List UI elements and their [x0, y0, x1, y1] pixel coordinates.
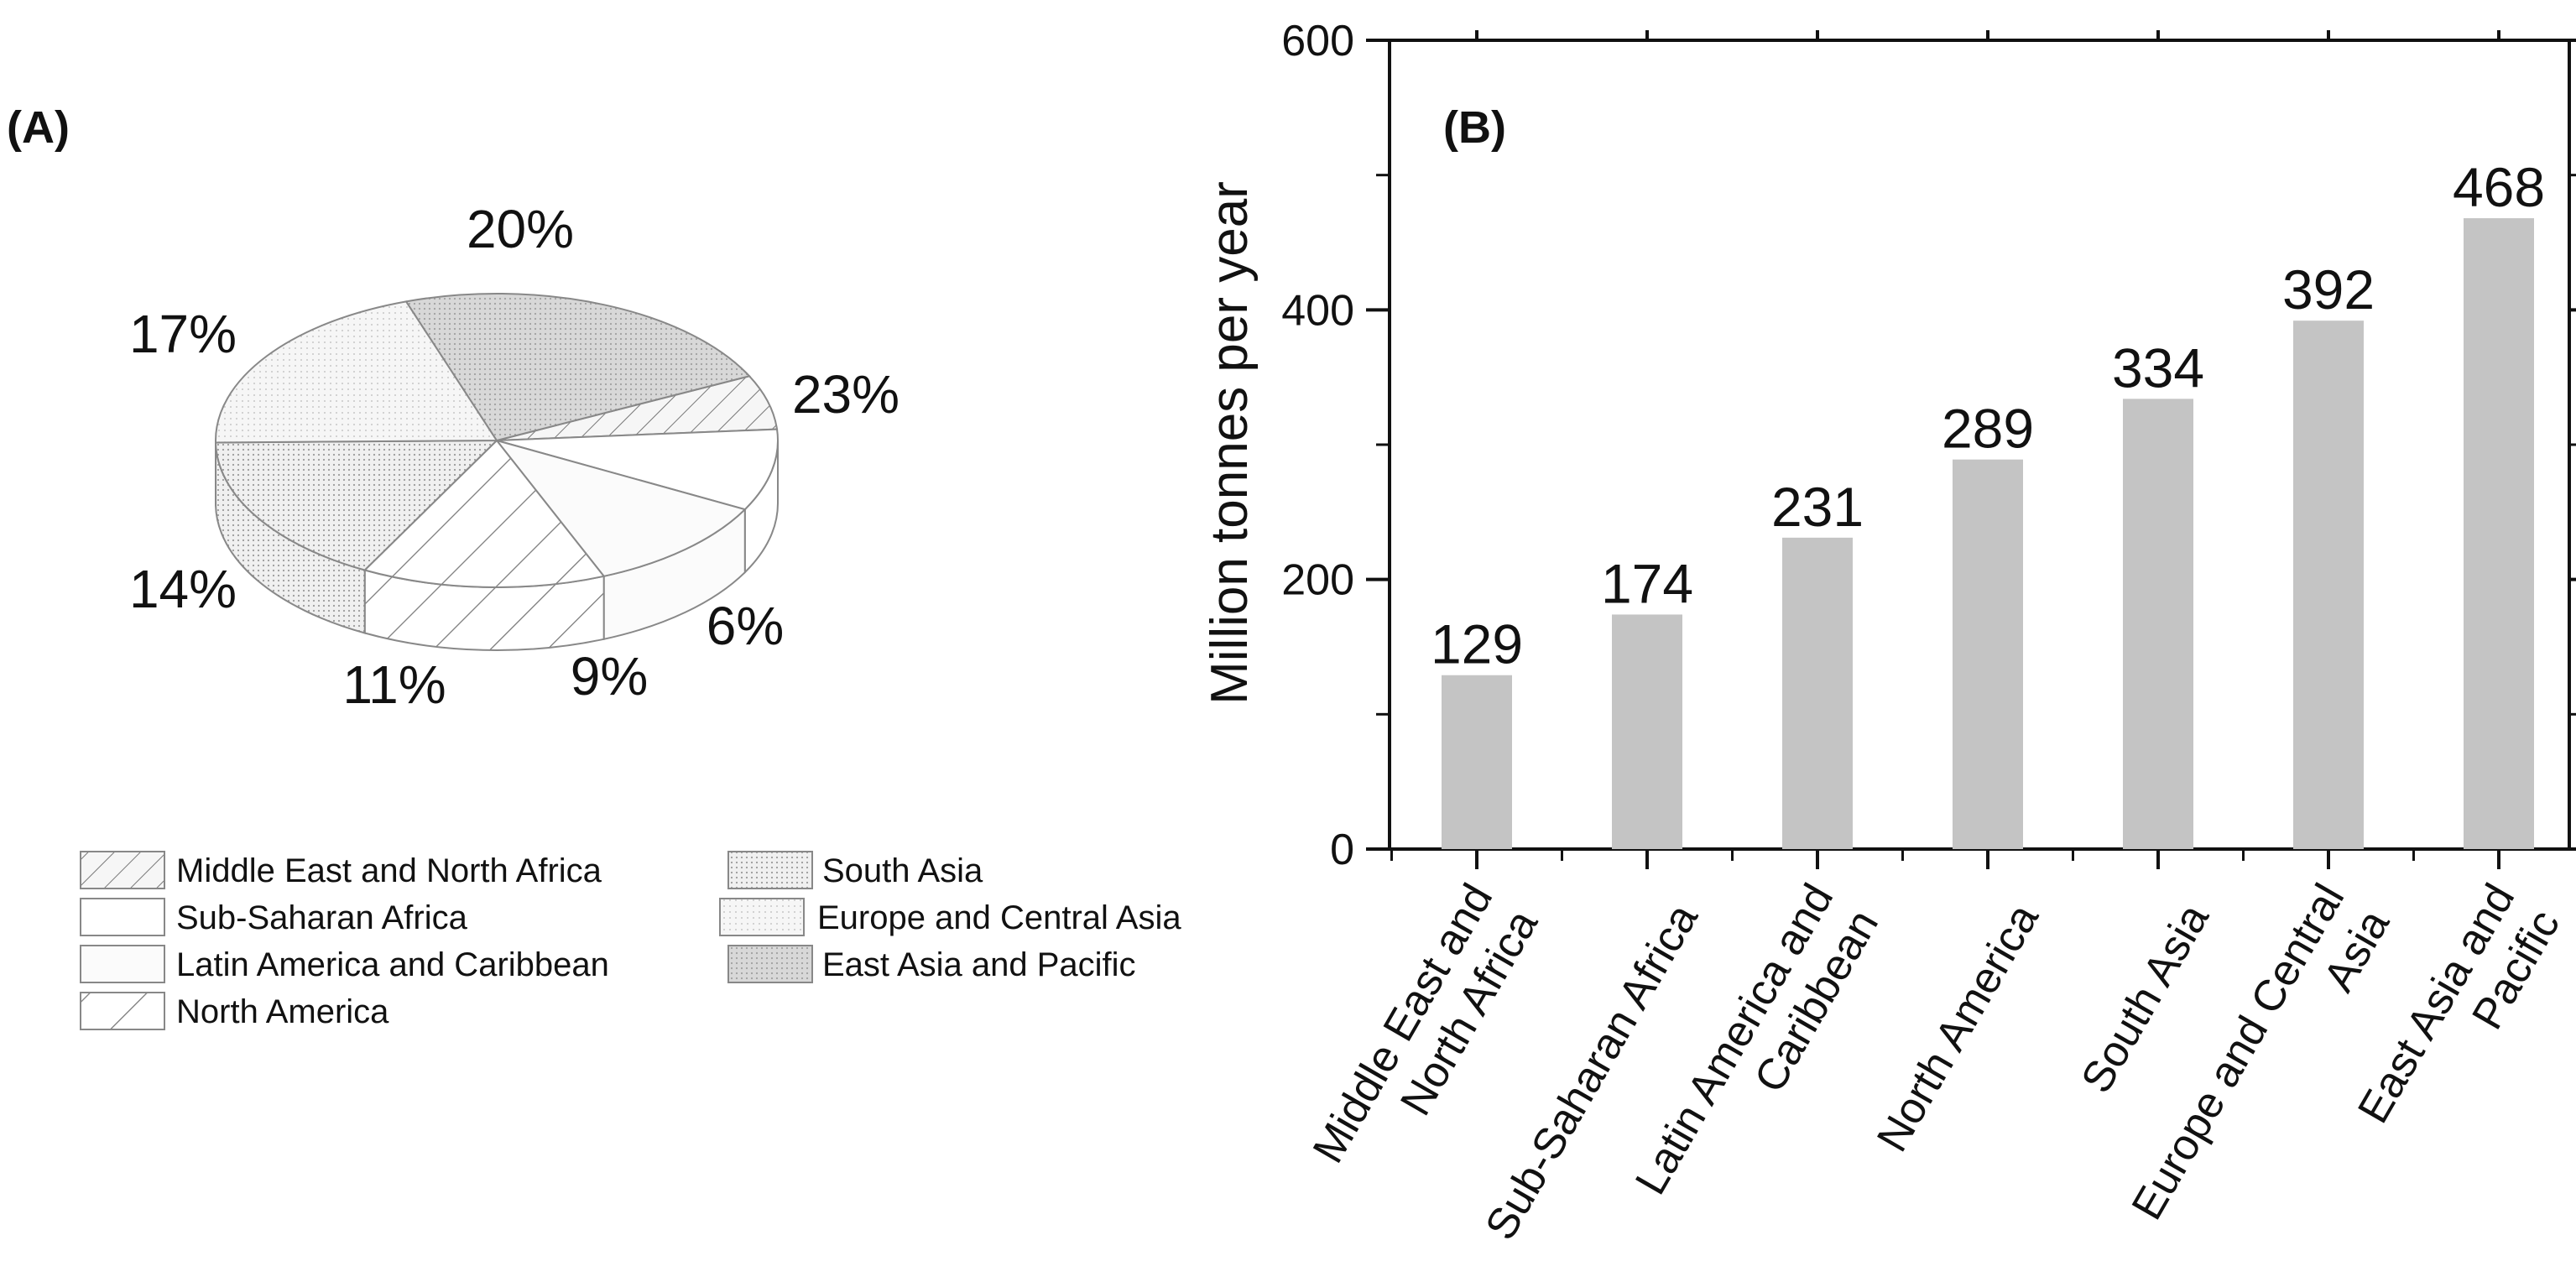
pie-label-east-asia-and-pacific: 23%: [792, 364, 900, 425]
legend-swatch-middle-east-and-north-africa: [80, 851, 165, 889]
x-category-text: South Asia: [2072, 896, 2219, 1101]
pie-label-middle-east-and-north-africa: 6%: [707, 596, 785, 656]
legend-label-latin-america-and-caribbean: Latin America and Caribbean: [176, 946, 609, 983]
bar-south-asia: [2123, 399, 2193, 850]
legend-label-east-asia-and-pacific: East Asia and Pacific: [822, 946, 1136, 983]
pie-slice-middle-east-and-north-africa: [496, 375, 779, 441]
pie-sides: [215, 440, 779, 651]
y-tick-label: 200: [1281, 556, 1354, 605]
bar-value-label: 289: [1942, 398, 2034, 460]
pie-label-sub-saharan-africa: 9%: [571, 646, 649, 706]
x-category-label: South Asia: [2072, 896, 2219, 1101]
bar-value-label: 129: [1431, 613, 1523, 675]
pie-legend: Middle East and North Africa Sub-Saharan …: [80, 851, 1181, 1030]
pie-slice-north-america: [362, 439, 606, 588]
bar-value-label: 392: [2282, 258, 2375, 320]
bar-value-label: 468: [2453, 156, 2545, 218]
bar-europe-and-central-asia: [2293, 320, 2364, 850]
bar-value-label: 334: [2112, 336, 2204, 399]
y-tick-label: 600: [1281, 17, 1354, 65]
pie-slice-east-asia-and-pacific: [404, 293, 751, 442]
bar-value-labels: 129 174 231 289 334 392 468: [1431, 156, 2545, 675]
x-category-line: South Asia: [2072, 896, 2219, 1101]
bar-sub-saharan-africa: [1612, 614, 1682, 849]
panel-a-label: (A): [7, 102, 70, 153]
pie-label-latin-america-and-caribbean: 11%: [342, 654, 446, 715]
pie-slice-europe-and-central-asia: [215, 300, 498, 444]
pie-slice-sub-saharan-africa: [496, 428, 779, 511]
legend-label-south-asia: South Asia: [822, 852, 983, 889]
legend-swatch-south-asia: [727, 851, 813, 889]
legend-swatch-latin-america-and-caribbean: [80, 945, 165, 983]
bar-value-label: 231: [1771, 476, 1864, 538]
legend-swatch-europe-and-central-asia: [719, 898, 805, 936]
y-axis-title: Million tonnes per year: [1201, 181, 1259, 705]
bar-value-label: 174: [1601, 552, 1693, 614]
legend-label-europe-and-central-asia: Europe and Central Asia: [817, 899, 1181, 936]
pie-label-europe-and-central-asia: 20%: [467, 199, 574, 259]
bar-north-america: [1953, 459, 2023, 849]
bar-chart-panel: (B) 0 200 400 600 129 174 231 289 334 392 468 Mid…: [1201, 17, 2576, 1248]
x-category-text: North America: [1868, 896, 2048, 1160]
bar-east-asia-and-pacific: [2464, 218, 2534, 850]
bar-latin-america-and-caribbean: [1782, 537, 1853, 849]
pie-label-south-asia: 17%: [129, 304, 237, 364]
y-tick-label: 400: [1281, 286, 1354, 335]
pie-chart-panel: (A) 6% 9% 11% 14% 17% 20% 23% Middle East and …: [7, 102, 1181, 1030]
pie-slice-latin-america-and-caribbean: [494, 439, 747, 577]
legend-label-north-america: North America: [176, 993, 389, 1030]
x-category-label: North America: [1868, 896, 2048, 1160]
pie-label-north-america: 14%: [129, 559, 237, 619]
legend-swatch-east-asia-and-pacific: [727, 945, 813, 983]
x-category-label: Middle East andNorth Africa: [1304, 876, 1547, 1197]
panel-b-label: (B): [1443, 102, 1506, 153]
y-tick-label: 0: [1330, 826, 1354, 874]
legend-swatch-sub-saharan-africa: [80, 898, 165, 936]
x-category-line: North America: [1868, 896, 2048, 1160]
pie-top: [215, 293, 779, 588]
pie-slice-south-asia: [215, 439, 499, 571]
pie-percent-labels: 6% 9% 11% 14% 17% 20% 23%: [129, 199, 900, 715]
bar-series: [1442, 218, 2534, 850]
legend-label-sub-saharan-africa: Sub-Saharan Africa: [176, 899, 468, 936]
legend-label-middle-east-and-north-africa: Middle East and North Africa: [176, 852, 602, 889]
bar-middle-east-and-north-africa: [1442, 675, 1512, 849]
x-category-text: Middle East andNorth Africa: [1304, 876, 1547, 1197]
legend-swatch-north-america: [80, 992, 165, 1030]
